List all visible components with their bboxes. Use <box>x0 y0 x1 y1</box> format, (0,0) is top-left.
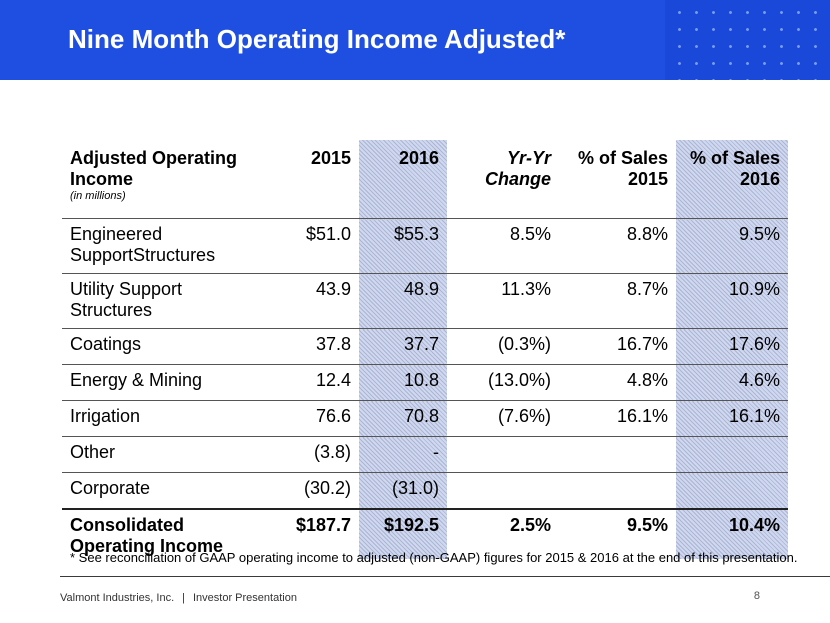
row-yoy <box>447 472 559 509</box>
header-pct-2016-year: 2016 <box>739 169 780 189</box>
row-2016: 70.8 <box>359 400 447 437</box>
row-yoy: (13.0%) <box>447 364 559 401</box>
row-yoy: 8.5% <box>447 218 559 274</box>
footer-company: Valmont Industries, Inc. <box>60 592 175 604</box>
table-row: Coatings 37.8 37.7 (0.3%) 16.7% 17.6% <box>62 328 788 365</box>
footer-separator: | <box>182 592 185 604</box>
row-2015: $51.0 <box>272 218 359 274</box>
table-row: Engineered SupportStructures $51.0 $55.3… <box>62 218 788 274</box>
header-label-cell: Adjusted Operating Income (in millions) <box>62 140 272 219</box>
row-label: Coatings <box>62 328 272 365</box>
row-yoy: (7.6%) <box>447 400 559 437</box>
slide-title: Nine Month Operating Income Adjusted* <box>68 24 566 54</box>
row-label: Irrigation <box>62 400 272 437</box>
row-2016: - <box>359 436 447 473</box>
footer: Valmont Industries, Inc. | Investor Presen… <box>60 592 297 604</box>
total-label: Consolidated Operating Income <box>62 508 272 559</box>
footnote: * See reconciliation of GAAP operating i… <box>70 550 798 565</box>
row-pct-2015: 4.8% <box>559 364 676 401</box>
header-sublabel: (in millions) <box>70 190 126 202</box>
row-2016: (31.0) <box>359 472 447 509</box>
row-label: Other <box>62 436 272 473</box>
row-yoy <box>447 436 559 473</box>
row-pct-2016: 17.6% <box>676 328 788 365</box>
row-pct-2016: 16.1% <box>676 400 788 437</box>
row-pct-2016 <box>676 472 788 509</box>
total-yoy: 2.5% <box>447 508 559 559</box>
header-pct-2015: % of Sales 2015 <box>559 140 676 219</box>
row-label: Utility Support Structures <box>62 273 272 329</box>
row-pct-2015: 16.7% <box>559 328 676 365</box>
page-number: 8 <box>753 590 760 602</box>
header-label: Adjusted Operating Income <box>70 148 238 189</box>
row-label: Engineered SupportStructures <box>62 218 272 274</box>
header-2016: 2016 <box>359 140 447 219</box>
footer-section: Investor Presentation <box>192 592 297 604</box>
header-pct-2015-label: % of Sales <box>577 148 668 168</box>
row-pct-2015: 8.7% <box>559 273 676 329</box>
row-pct-2016: 4.6% <box>676 364 788 401</box>
table-header-row: Adjusted Operating Income (in millions) … <box>62 140 788 219</box>
row-2015: 43.9 <box>272 273 359 329</box>
total-pct-2015: 9.5% <box>559 508 676 559</box>
header-pct-2016: % of Sales 2016 <box>676 140 788 219</box>
row-2016: $55.3 <box>359 218 447 274</box>
dot-pattern-decoration <box>665 0 830 80</box>
table-row: Other (3.8) - <box>62 436 788 473</box>
table-row: Irrigation 76.6 70.8 (7.6%) 16.1% 16.1% <box>62 400 788 437</box>
row-pct-2015 <box>559 436 676 473</box>
row-2015: 37.8 <box>272 328 359 365</box>
table-row: Energy & Mining 12.4 10.8 (13.0%) 4.8% 4… <box>62 364 788 401</box>
row-pct-2015: 16.1% <box>559 400 676 437</box>
operating-income-table: Adjusted Operating Income (in millions) … <box>62 140 788 559</box>
total-row: Consolidated Operating Income $187.7 $19… <box>62 508 788 559</box>
table-row: Utility Support Structures 43.9 48.9 11.… <box>62 273 788 329</box>
row-2016: 48.9 <box>359 273 447 329</box>
table-row: Corporate (30.2) (31.0) <box>62 472 788 509</box>
title-banner <box>0 0 665 80</box>
row-yoy: 11.3% <box>447 273 559 329</box>
header-pct-2015-year: 2015 <box>627 169 668 189</box>
row-pct-2016: 10.9% <box>676 273 788 329</box>
row-2015: (30.2) <box>272 472 359 509</box>
row-yoy: (0.3%) <box>447 328 559 365</box>
row-pct-2015 <box>559 472 676 509</box>
row-pct-2016 <box>676 436 788 473</box>
footer-divider <box>60 576 830 577</box>
row-label: Energy & Mining <box>62 364 272 401</box>
total-2016: $192.5 <box>359 508 447 559</box>
row-2016: 37.7 <box>359 328 447 365</box>
row-2015: 76.6 <box>272 400 359 437</box>
row-2015: (3.8) <box>272 436 359 473</box>
row-label: Corporate <box>62 472 272 509</box>
header-pct-2016-label: % of Sales <box>689 148 780 168</box>
row-2015: 12.4 <box>272 364 359 401</box>
row-2016: 10.8 <box>359 364 447 401</box>
row-pct-2016: 9.5% <box>676 218 788 274</box>
total-2015: $187.7 <box>272 508 359 559</box>
row-pct-2015: 8.8% <box>559 218 676 274</box>
header-yoy: Yr-Yr Change <box>484 148 551 189</box>
header-2015: 2015 <box>310 148 351 168</box>
total-pct-2016: 10.4% <box>676 508 788 559</box>
